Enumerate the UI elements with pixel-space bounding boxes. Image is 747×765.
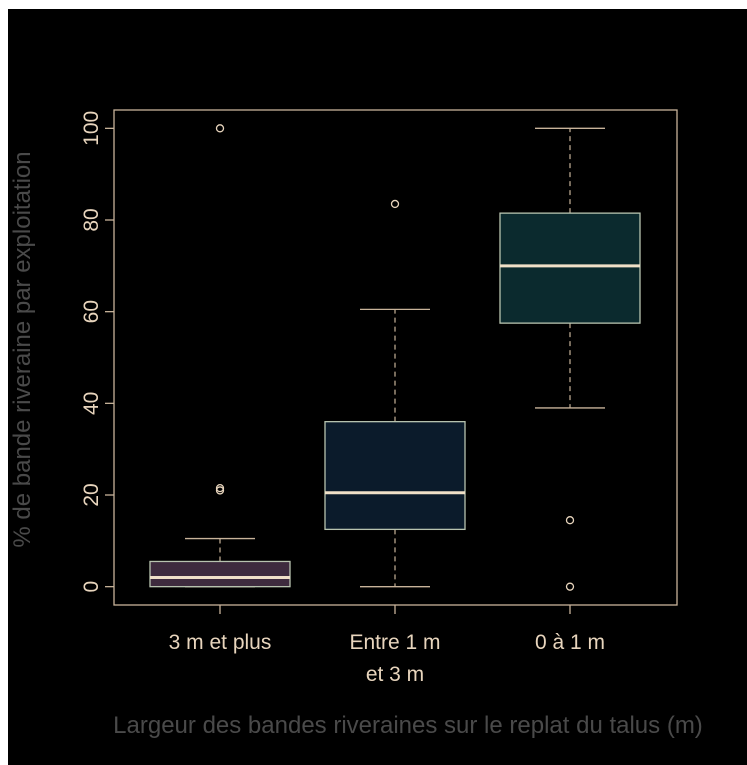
iqr-box (149, 560, 291, 588)
outlier-point (215, 124, 225, 133)
y-axis-title: % de bande riveraine par exploitation (9, 151, 36, 547)
y-tick-label: 20 (80, 483, 103, 506)
x-category-label: Entre 1 m (349, 631, 440, 654)
outlier-point (565, 582, 575, 591)
outlier-point (215, 483, 225, 493)
x-axis-title: Largeur des bandes riveraines sur le rep… (113, 712, 703, 739)
chart-frame: 0 20 40 60 80 100 3 m et plus Entre 1 m et 3 m 0 … (8, 9, 747, 765)
outlier-point (565, 516, 575, 525)
x-category-label-line2: et 3 m (366, 663, 424, 686)
y-tick-label: 100 (80, 111, 103, 146)
x-category-label: 0 à 1 m (535, 631, 605, 654)
iqr-box (324, 421, 466, 531)
y-tick-label: 80 (80, 208, 103, 231)
outlier-point (215, 486, 225, 495)
iqr-box (499, 212, 641, 324)
y-tick-label: 0 (80, 581, 103, 593)
y-tick-label: 40 (80, 392, 103, 415)
x-category-label: 3 m et plus (169, 631, 272, 654)
boxplot-chart: 0 20 40 60 80 100 3 m et plus Entre 1 m et 3 m 0 … (9, 109, 703, 739)
y-tick-label: 60 (80, 300, 103, 323)
outlier-point (390, 199, 400, 209)
